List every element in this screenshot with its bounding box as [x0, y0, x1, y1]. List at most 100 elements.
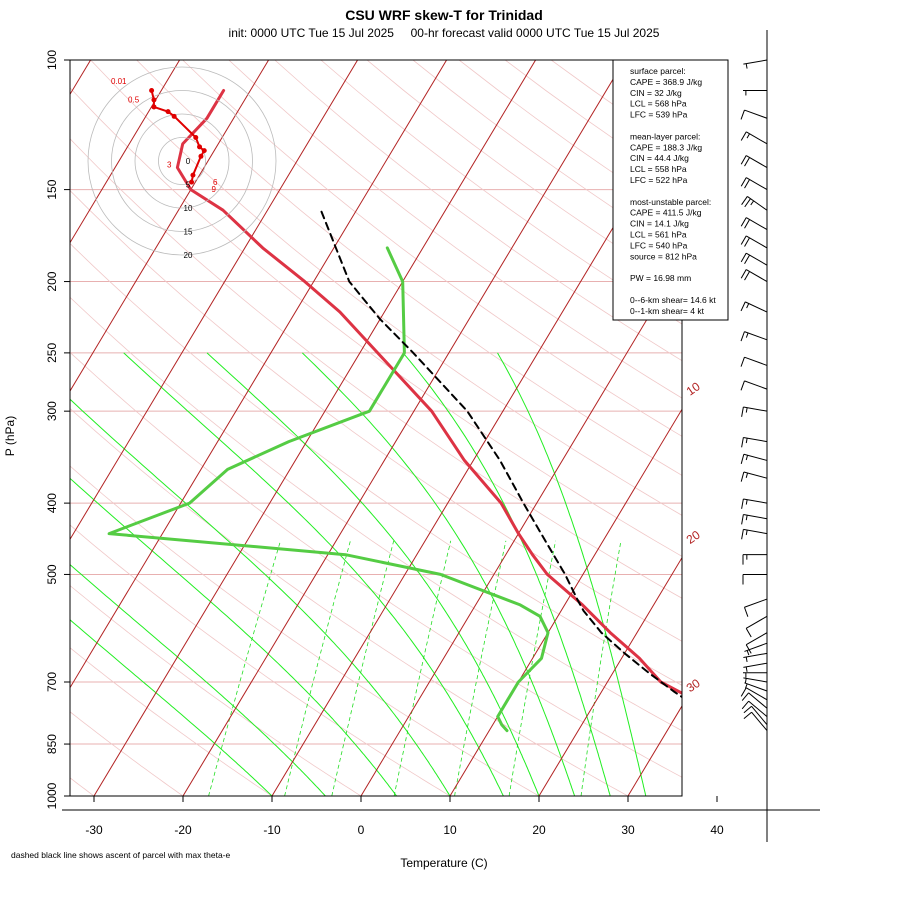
chart-title: CSU WRF skew-T for Trinidad	[345, 7, 543, 23]
wind-barb-flag	[743, 711, 752, 720]
y-tick-label: 500	[45, 564, 59, 584]
wind-barb	[740, 356, 768, 367]
wind-barb-flag	[740, 269, 747, 279]
wind-barb-flag	[740, 454, 745, 465]
dry-adiabat	[70, 190, 682, 642]
y-axis-label: P (hPa)	[3, 416, 17, 456]
mixing-ratio-line	[284, 540, 351, 796]
isotherm-line	[0, 60, 2, 796]
wind-barb	[743, 677, 768, 684]
hodograph-point	[151, 97, 157, 103]
wind-barb-shaft	[748, 700, 768, 717]
wind-barb-halfflag	[745, 656, 748, 663]
dry-adiabat	[136, 60, 682, 476]
y-tick-label: 200	[45, 271, 59, 291]
parcel-curve	[319, 209, 682, 699]
wind-barb-shaft	[745, 615, 768, 629]
isotherm-line	[70, 60, 270, 392]
x-tick-label: 20	[532, 823, 546, 837]
isotherm-line	[449, 408, 682, 796]
hodograph-point	[201, 148, 207, 154]
legend-line: mean-layer parcel:	[630, 131, 700, 141]
wind-barb-flag	[741, 529, 744, 540]
mixing-ratio-line	[508, 540, 556, 796]
wind-barb-halfflag	[745, 666, 748, 672]
hodograph-point-label: 0.5	[128, 96, 140, 105]
wind-barb-shaft	[743, 498, 768, 504]
wind-barb	[741, 196, 768, 211]
y-tick-label: 1000	[45, 782, 59, 809]
wind-barb-shaft	[744, 331, 768, 341]
dry-adiabat	[70, 524, 451, 796]
wind-barb-flag	[741, 514, 744, 525]
wind-barb	[740, 380, 768, 391]
wind-barb	[740, 301, 768, 313]
moist-adiabat	[402, 352, 611, 796]
moist-adiabat	[70, 477, 398, 796]
wind-barb	[743, 662, 768, 672]
wind-barb-shaft	[751, 711, 768, 731]
legend-line: 0--1-km shear= 4 kt	[630, 306, 705, 316]
isotherm-line	[360, 260, 682, 796]
wind-barb	[740, 453, 768, 465]
dewpoint-curve	[107, 246, 550, 733]
x-tick-label: -30	[85, 823, 103, 837]
dry-adiabat	[274, 60, 682, 362]
hodograph-point	[190, 172, 196, 178]
wind-barb-flag	[741, 406, 744, 417]
isotherm-line	[182, 60, 626, 796]
dry-adiabat	[70, 585, 362, 796]
moist-adiabat	[70, 619, 273, 796]
hodograph-point	[193, 135, 199, 140]
wind-barb-halfflag	[745, 515, 748, 521]
wind-barb	[743, 598, 768, 617]
wind-barb-flag	[744, 237, 750, 247]
wind-barb	[741, 514, 768, 525]
hodograph-ring-label: 20	[184, 251, 193, 260]
isotherm-line	[70, 60, 448, 689]
wind-barb-halfflag	[745, 63, 748, 69]
wind-barb-flag	[744, 254, 750, 264]
wind-barb-shaft	[744, 682, 768, 692]
isotherm-label: 30	[684, 676, 703, 695]
wind-barb-shaft	[743, 471, 768, 479]
wind-barb-flag	[740, 131, 747, 141]
x-tick-label: 30	[621, 823, 635, 837]
mixing-ratio-label: 8	[449, 799, 461, 810]
moist-adiabat	[206, 352, 540, 796]
wind-barb-halfflag	[745, 499, 748, 505]
hodograph-ring-label: 5	[186, 181, 191, 190]
dry-adiabat	[70, 138, 682, 599]
wind-barb	[740, 687, 768, 701]
dry-adiabat	[70, 711, 184, 796]
chart-subtitle: init: 0000 UTC Tue 15 Jul 2025 00-hr for…	[229, 26, 660, 40]
dry-adiabat	[70, 87, 682, 557]
legend-line: most-unstable parcel:	[630, 197, 711, 207]
wind-barb-flag	[744, 219, 750, 229]
footnote: dashed black line shows ascent of parcel…	[11, 850, 231, 860]
mixing-ratio-line	[331, 540, 395, 796]
wind-barb	[743, 705, 768, 725]
wind-barb-flag	[741, 437, 744, 448]
hodograph-point	[171, 113, 177, 119]
hodograph-point-label: 3	[167, 160, 172, 169]
legend-line: 0--6-km shear= 14.6 kt	[630, 295, 716, 305]
legend-line: surface parcel:	[630, 66, 686, 76]
mixing-ratio-line	[454, 540, 507, 796]
wind-barb	[742, 573, 767, 585]
hodograph-point	[151, 104, 157, 110]
wind-barb-shaft	[744, 356, 768, 366]
wind-barb-flag	[740, 357, 745, 367]
mixing-ratio-label: 2	[279, 799, 291, 810]
wind-barb-shaft	[745, 269, 768, 282]
legend-line: LCL = 558 hPa	[630, 164, 687, 174]
wind-barb	[740, 217, 768, 231]
moist-adiabat	[123, 352, 504, 796]
moist-adiabat	[301, 352, 576, 796]
hodograph-point	[149, 88, 155, 93]
wind-barb	[743, 59, 768, 69]
dry-adiabat	[70, 465, 540, 796]
wind-barb	[744, 682, 768, 692]
